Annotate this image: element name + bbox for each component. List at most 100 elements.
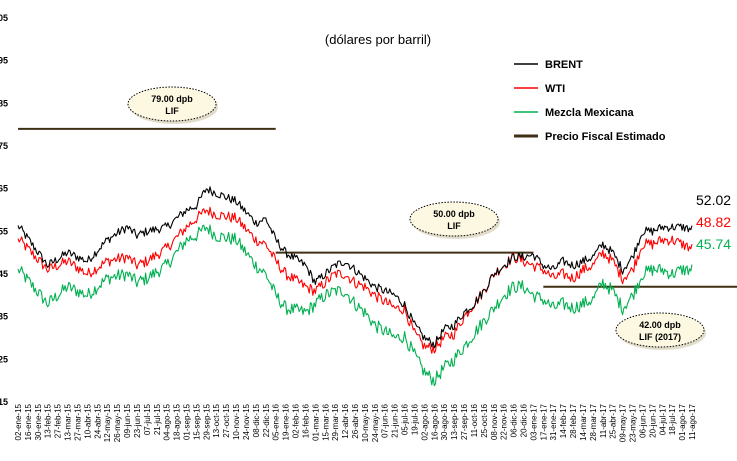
legend-entry: Precio Fiscal Estimado	[514, 131, 666, 143]
x-tick-label: 11-oct-16	[470, 403, 479, 437]
y-axis: 15 25 35 45 55 65 75 85 95 105	[0, 13, 8, 407]
annotation-text: LIF	[447, 221, 461, 231]
x-tick-label: 05-ene-16	[272, 403, 281, 440]
end-value-label: 48.82	[696, 214, 731, 230]
series-line-brent	[17, 186, 693, 349]
x-tick-label: 24-may-16	[371, 403, 380, 442]
x-tick-label: 17-ene-17	[539, 403, 548, 440]
legend: BRENT WTI Mezcla Mexicana Precio Fiscal Est…	[514, 59, 666, 143]
x-tick-label: 07-jun-16	[381, 403, 390, 437]
x-tick-label: 26-abr-16	[351, 403, 360, 438]
x-tick-label: 08-dic-15	[252, 403, 261, 437]
x-tick-label: 12-may-15	[103, 403, 112, 442]
x-tick-label: 06-jun-17	[638, 403, 647, 437]
x-tick-label: 09-jun-15	[123, 403, 132, 437]
x-tick-label: 24-abr-15	[93, 403, 102, 438]
series-line-wti	[17, 206, 693, 354]
legend-entry: Mezcla Mexicana	[514, 107, 635, 119]
x-tick-label: 06-dic-16	[510, 403, 519, 437]
x-tick-label: 25-abr-17	[609, 403, 618, 438]
x-tick-label: 27-feb-15	[54, 403, 63, 438]
x-tick-label: 29-mar-16	[331, 403, 340, 440]
x-tick-label: 20-jun-17	[648, 403, 657, 437]
x-tick-label: 12-abr-16	[341, 403, 350, 438]
x-tick-label: 08-nov-16	[490, 403, 499, 440]
end-value-label: 52.02	[696, 192, 731, 208]
x-tick-label: 16-ene-15	[24, 403, 33, 440]
x-tick-label: 15-mar-16	[321, 403, 330, 440]
x-tick-label: 31-ene-17	[549, 403, 558, 440]
legend-label: BRENT	[545, 59, 583, 71]
x-tick-label: 15-sep-15	[192, 403, 201, 440]
end-labels: 52.02 48.82 45.74	[696, 192, 731, 252]
annotation-bubble	[409, 201, 499, 237]
x-tick-label: 23-jun-15	[133, 403, 142, 437]
x-tick-label: 19-ene-16	[282, 403, 291, 440]
x-tick-label: 16-ago-16	[430, 403, 439, 440]
x-tick-label: 21-jul-15	[153, 403, 162, 435]
fiscal-annotation: 50.00 dpb LIF	[409, 201, 500, 239]
y-tick-label: 65	[0, 184, 8, 194]
annotations: 79.00 dpb LIF 50.00 dpb LIF 42.00 dpb LIF (20…	[127, 86, 706, 350]
x-tick-label: 30-ene-15	[34, 403, 43, 440]
x-tick-label: 10-may-16	[361, 403, 370, 442]
annotation-text: 50.00 dpb	[433, 209, 475, 219]
x-tick-label: 28-mar-17	[589, 403, 598, 440]
x-tick-label: 27-sep-16	[460, 403, 469, 440]
x-tick-label: 24-nov-15	[242, 403, 251, 440]
x-tick-label: 30-ago-16	[440, 403, 449, 440]
y-tick-label: 85	[0, 98, 8, 108]
x-tick-label: 02-feb-16	[292, 403, 301, 438]
y-tick-label: 15	[0, 397, 8, 407]
fiscal-price-lines	[18, 127, 737, 288]
y-tick-label: 35	[0, 312, 8, 322]
annotation-bubble	[127, 86, 217, 122]
x-tick-label: 27-mar-15	[73, 403, 82, 440]
x-tick-label: 21-jun-16	[391, 403, 400, 437]
x-tick-label: 01-ago-17	[678, 403, 687, 440]
x-tick-label: 02-ene-15	[14, 403, 23, 440]
x-tick-label: 27-oct-15	[222, 403, 231, 437]
x-tick-label: 03-ene-17	[529, 403, 538, 440]
x-axis: 02-ene-15 16-ene-15 30-ene-15 13-feb-15 27-f…	[14, 403, 697, 442]
annotation-text: 79.00 dpb	[151, 94, 193, 104]
x-tick-label: 01-sep-15	[183, 403, 192, 440]
series-line-mezcla-mexicana	[17, 224, 693, 387]
end-value-label: 45.74	[696, 236, 731, 252]
fiscal-annotation: 42.00 dpb LIF (2017)	[615, 312, 706, 350]
x-tick-label: 16-feb-16	[301, 403, 310, 438]
y-tick-label: 55	[0, 226, 8, 236]
x-tick-label: 28-feb-17	[569, 403, 578, 438]
x-tick-label: 05-jul-16	[401, 403, 410, 435]
x-tick-label: 10-nov-15	[232, 403, 241, 440]
y-tick-label: 75	[0, 141, 8, 151]
x-tick-label: 19-jul-16	[410, 403, 419, 435]
legend-entry: WTI	[514, 83, 565, 95]
annotation-text: LIF (2017)	[639, 332, 681, 342]
x-tick-label: 25-oct-16	[480, 403, 489, 437]
x-tick-label: 13-sep-16	[450, 403, 459, 440]
x-tick-label: 13-oct-15	[212, 403, 221, 437]
fiscal-annotation: 79.00 dpb LIF	[127, 86, 218, 124]
legend-label: WTI	[545, 83, 565, 95]
x-tick-label: 10-abr-15	[83, 403, 92, 438]
x-tick-label: 18-ago-15	[173, 403, 182, 440]
x-tick-label: 20-dic-16	[520, 403, 529, 437]
x-tick-label: 23-may-17	[629, 403, 638, 442]
series-layer	[17, 186, 693, 387]
x-tick-label: 02-ago-16	[420, 403, 429, 440]
x-tick-label: 14-mar-17	[579, 403, 588, 440]
x-tick-label: 11-abr-17	[599, 403, 608, 438]
x-tick-label: 29-sep-15	[202, 403, 211, 440]
annotation-text: 42.00 dpb	[639, 320, 681, 330]
x-tick-label: 13-feb-15	[44, 403, 53, 438]
chart-subtitle: (dólares por barril)	[325, 32, 431, 47]
x-tick-label: 26-may-15	[113, 403, 122, 442]
y-tick-label: 45	[0, 269, 8, 279]
x-tick-label: 04-ago-15	[163, 403, 172, 440]
annotation-bubble	[615, 312, 705, 348]
x-tick-label: 18-jul-17	[668, 403, 677, 435]
x-tick-label: 22-dic-15	[262, 403, 271, 437]
x-tick-label: 11-ago-17	[688, 403, 697, 439]
